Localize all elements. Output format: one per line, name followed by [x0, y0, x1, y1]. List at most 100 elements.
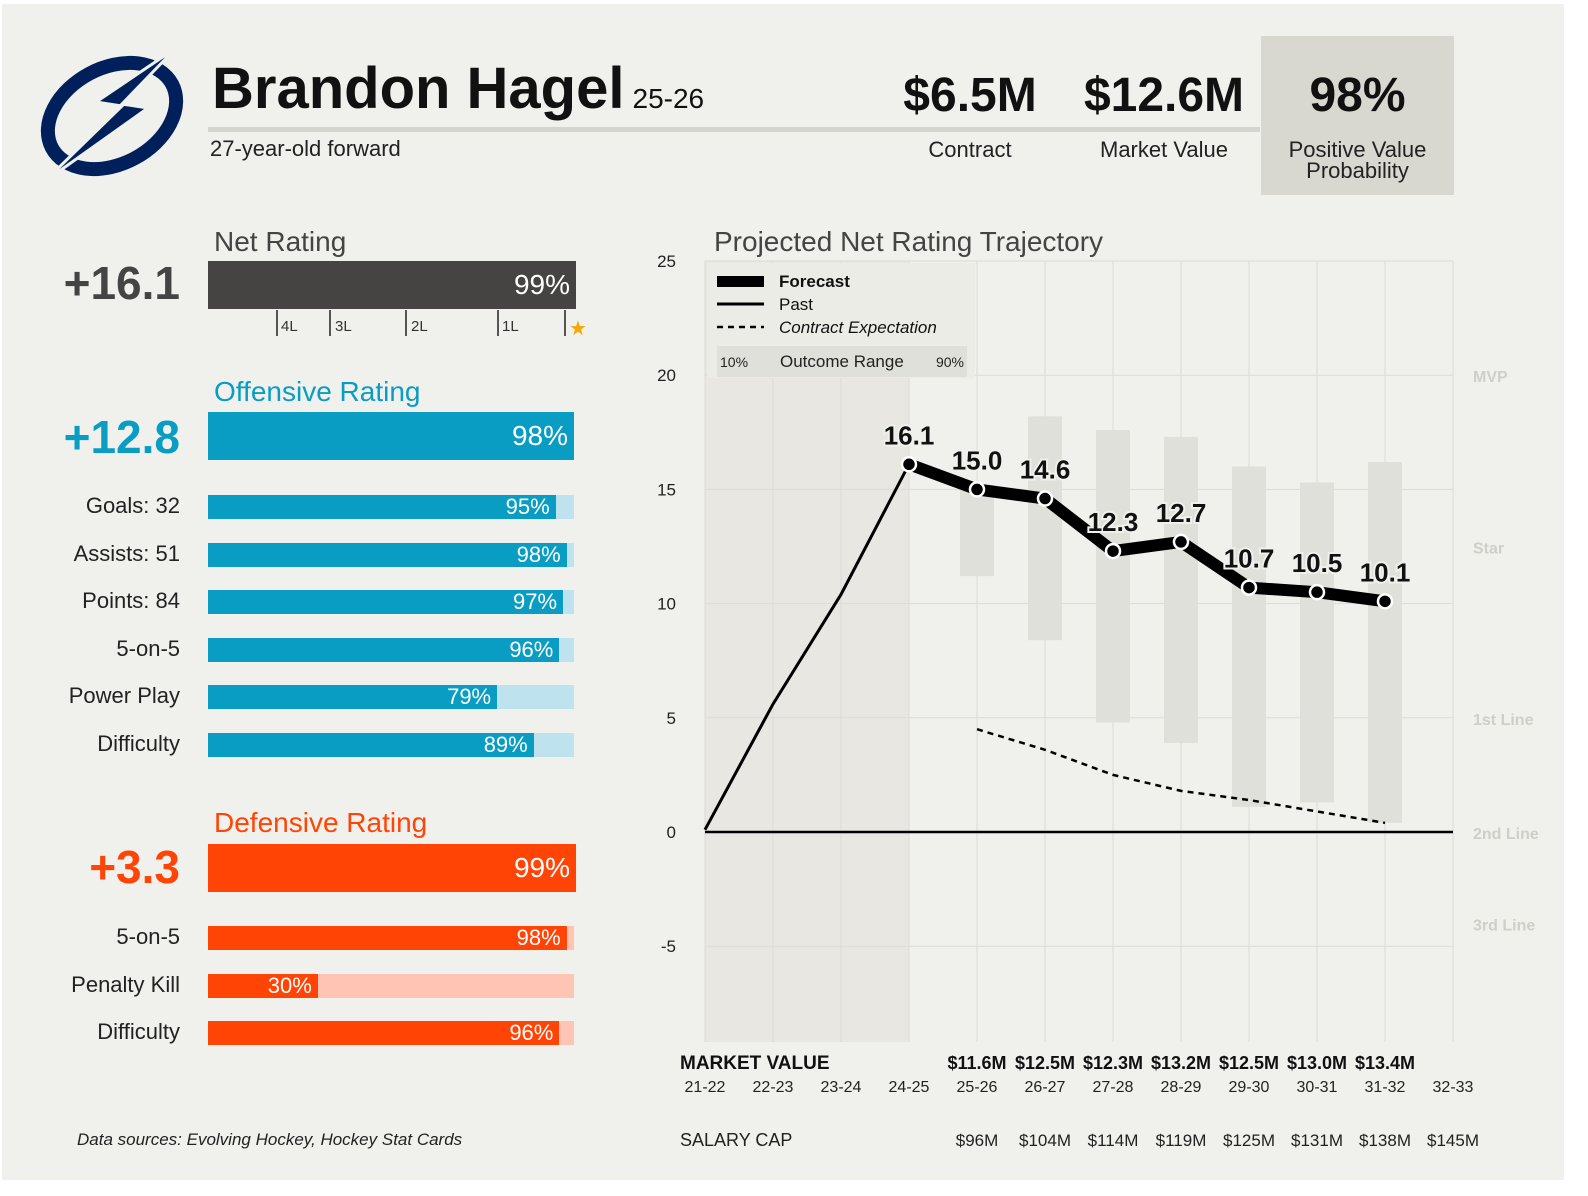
salary-cap: $119M: [1156, 1131, 1207, 1150]
defense-row-pct: 98%: [516, 925, 561, 950]
offense-row-pct: 97%: [512, 589, 558, 614]
market-value: $12.6M: [1083, 69, 1245, 122]
defensive-rating-title: Defensive Rating: [214, 807, 428, 838]
salary-cap: $114M: [1088, 1131, 1139, 1150]
probability-value: 98%: [1309, 69, 1406, 122]
tick-label-1l: 1L: [502, 318, 519, 335]
x-tick-label: 31-32: [1365, 1079, 1406, 1096]
season: 25-26: [632, 83, 705, 114]
offense-row-fill: [208, 590, 564, 614]
forecast-point: [968, 481, 986, 498]
x-tick-label: 30-31: [1297, 1079, 1338, 1096]
market-value-label: Market Value: [1100, 137, 1228, 162]
defensive-rating-value: +3.3: [89, 841, 180, 893]
offense-row-label: Power Play: [68, 683, 180, 708]
legend-forecast-swatch: [717, 276, 764, 287]
defense-row-bar: 30%: [208, 972, 574, 998]
contract-expectation-line: [976, 728, 1386, 825]
probability-label-1: Positive Value: [1288, 137, 1427, 162]
offense-row-pct: 79%: [447, 684, 492, 709]
x-tick-label: 21-22: [685, 1079, 726, 1096]
defense-row-label: Difficulty: [97, 1019, 180, 1044]
defense-row-label: Penalty Kill: [71, 971, 180, 997]
forecast-data-label: 15.0: [952, 445, 1003, 475]
tick-label-2l: 2L: [411, 318, 428, 335]
offensive-rating-fill: [208, 412, 574, 460]
player-name-text: Brandon Hagel: [212, 56, 625, 121]
forecast-line: [906, 458, 1386, 608]
market-value: $13.0M: [1287, 1053, 1347, 1073]
tick-label-4l: 4L: [281, 318, 298, 335]
salary-cap: $138M: [1359, 1131, 1411, 1150]
legend-past: Past: [779, 295, 813, 314]
market-value-label: MARKET VALUE: [680, 1053, 830, 1074]
x-tick-label: 24-25: [889, 1079, 930, 1096]
data-sources: Data sources: Evolving Hockey, Hockey St…: [77, 1130, 463, 1149]
outcome-range-bar: [1368, 461, 1402, 823]
tier-label: 1st Line: [1473, 712, 1534, 729]
forecast-point: [1104, 542, 1122, 560]
market-value: $12.5M: [1219, 1053, 1279, 1073]
player-name: Brandon Hagel 25-26: [212, 55, 704, 122]
player-description: 27-year-old forward: [210, 136, 401, 161]
forecast-point: [1172, 533, 1190, 551]
offense-row-label: Assists: 51: [73, 540, 180, 566]
offense-row-fill: [208, 495, 556, 519]
offense-row-label: Goals: 32: [85, 493, 180, 518]
offense-row-pct: 96%: [509, 636, 554, 662]
salary-cap: $131M: [1291, 1131, 1343, 1150]
contract-label: Contract: [928, 137, 1012, 162]
market-value: $13.2M: [1151, 1053, 1211, 1073]
defensive-rating-bar: 99%: [208, 844, 576, 892]
offense-row-label: 5-on-5: [116, 635, 180, 661]
outcome-range-bar: [1028, 416, 1062, 641]
offense-row-pct: 95%: [505, 494, 550, 519]
outcome-range-bar: [1300, 482, 1334, 803]
forecast-data-label: 12.7: [1156, 498, 1207, 528]
forecast-data-label: 12.3: [1088, 507, 1139, 537]
offense-row-label: Difficulty: [97, 730, 180, 756]
lightning-bolt-logo: [40, 46, 184, 184]
defense-row-pct: 30%: [267, 972, 312, 998]
probability-box: [1261, 36, 1454, 195]
forecast-data-label: 14.6: [1020, 455, 1071, 485]
header-divider: [208, 127, 1260, 132]
net-rating-pct: 99%: [513, 269, 570, 300]
tick-1l: [497, 310, 499, 336]
y-tick-label: 20: [657, 366, 676, 385]
defensive-rating-fill: [208, 844, 576, 892]
tier-label: 3rd Line: [1473, 917, 1535, 934]
defensive-rating-pct: 99%: [513, 852, 570, 883]
y-tick-label: 15: [657, 480, 676, 499]
offense-row-bar: 95%: [208, 495, 574, 519]
defense-row-bar: 98%: [208, 926, 574, 950]
net-rating-fill: [208, 261, 576, 309]
defense-row-bar: 96%: [208, 1021, 574, 1045]
x-tick-label: 26-27: [1025, 1079, 1066, 1096]
outcome-range-bar: [1164, 436, 1198, 743]
y-tick-label: 10: [657, 595, 676, 614]
contract-value: $6.5M: [903, 69, 1037, 122]
forecast-data-label: 16.1: [884, 420, 935, 450]
offense-row-bar: 97%: [208, 590, 574, 614]
offense-row-fill: [208, 685, 498, 709]
x-tick-label: 28-29: [1161, 1079, 1202, 1096]
tier-label: 2nd Line: [1473, 826, 1539, 843]
forecast-point: [900, 456, 918, 473]
offense-row-label: Points: 84: [82, 588, 180, 613]
net-rating-title: Net Rating: [214, 226, 347, 257]
offense-row-fill: [208, 732, 534, 757]
offense-row-pct: 98%: [516, 541, 561, 567]
offense-row-bar: 96%: [208, 636, 574, 662]
forecast-point: [1036, 490, 1054, 507]
legend-range-high: 90%: [936, 354, 964, 370]
defense-row-fill: [208, 1021, 560, 1045]
market-value: $12.3M: [1083, 1053, 1143, 1073]
offensive-rating-value: +12.8: [63, 411, 180, 463]
net-rating-value: +16.1: [63, 257, 180, 309]
legend-range: Outcome Range: [780, 352, 904, 371]
x-tick-label: 22-23: [753, 1079, 794, 1096]
forecast-data-label: 10.7: [1224, 544, 1275, 574]
outcome-range-bar: [960, 484, 994, 577]
y-tick-label: 5: [667, 709, 676, 728]
